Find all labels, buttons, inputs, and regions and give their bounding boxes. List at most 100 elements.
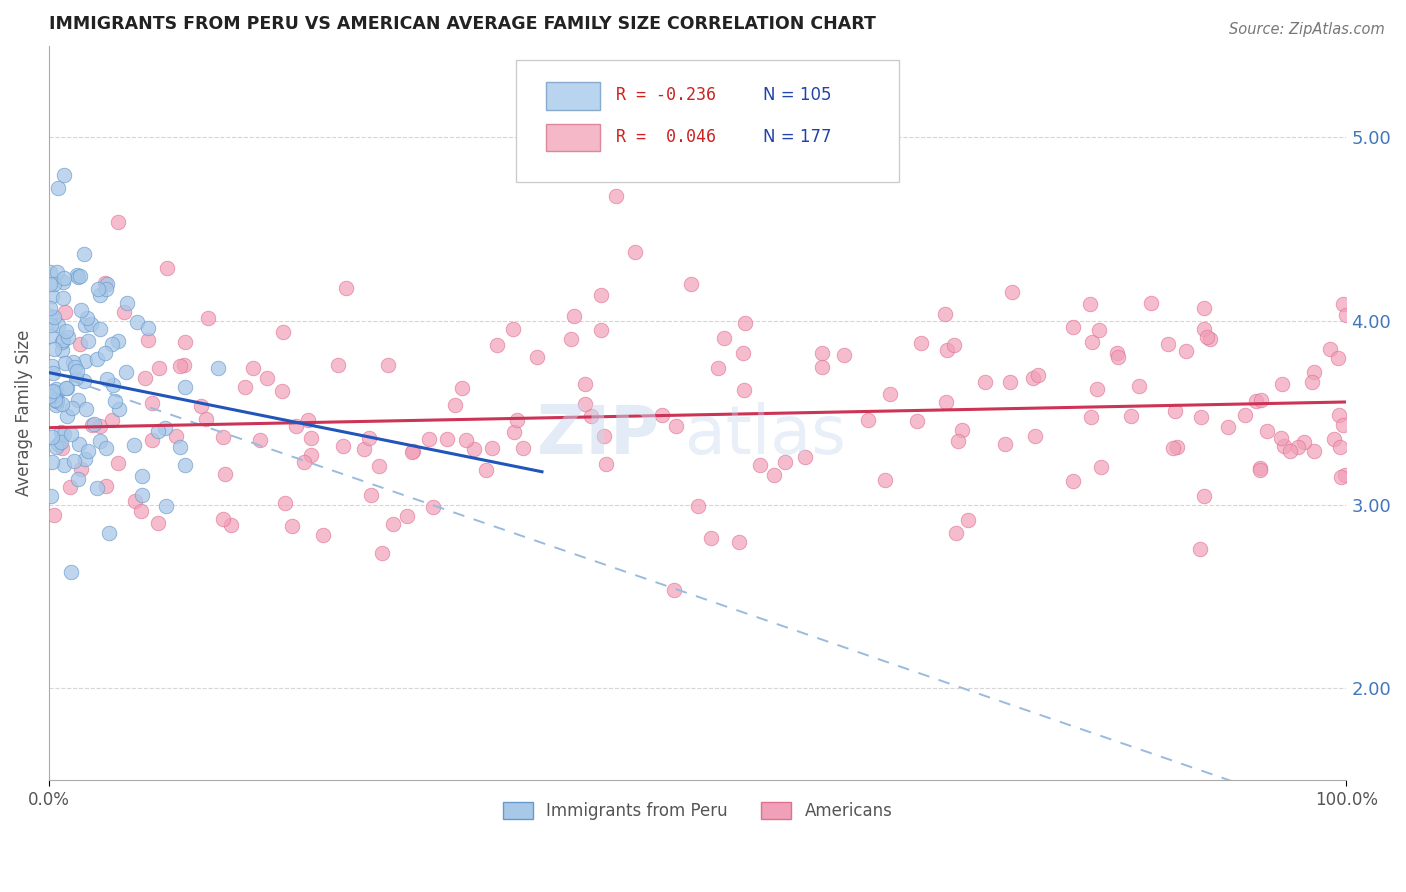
Point	[59, 565, 82, 579]
Point	[97, 526, 120, 541]
Point	[117, 296, 139, 310]
Point	[1062, 320, 1084, 334]
Point	[1022, 370, 1045, 384]
Point	[353, 442, 375, 457]
Point	[335, 280, 357, 294]
Point	[77, 443, 100, 458]
Point	[96, 277, 118, 291]
Point	[936, 343, 959, 358]
Point	[96, 441, 118, 455]
Point	[44, 392, 66, 407]
Bar	[546, 123, 600, 152]
Point	[89, 418, 111, 433]
Point	[169, 359, 191, 374]
Point	[1301, 375, 1323, 389]
Text: R = -0.236: R = -0.236	[616, 86, 716, 103]
Point	[131, 487, 153, 501]
Point	[46, 318, 69, 332]
Point	[86, 481, 108, 495]
Point	[66, 269, 89, 284]
Point	[699, 532, 721, 546]
Point	[762, 468, 785, 483]
Point	[1323, 432, 1346, 446]
Point	[38, 265, 60, 279]
Point	[564, 309, 586, 323]
Point	[401, 445, 423, 459]
Point	[45, 440, 67, 454]
Point	[1274, 439, 1296, 453]
Point	[233, 380, 256, 394]
Point	[86, 352, 108, 367]
Point	[41, 359, 63, 373]
Point	[141, 396, 163, 410]
Point	[1326, 351, 1348, 366]
Point	[39, 277, 62, 291]
Point	[73, 247, 96, 261]
Point	[1062, 474, 1084, 488]
Point	[371, 546, 394, 560]
Point	[75, 451, 97, 466]
Point	[53, 305, 76, 319]
Point	[377, 359, 399, 373]
Point	[359, 431, 381, 445]
Point	[934, 307, 956, 321]
Point	[1270, 431, 1292, 445]
Point	[811, 359, 834, 374]
Point	[1303, 365, 1326, 379]
Point	[96, 371, 118, 385]
Point	[89, 322, 111, 336]
Point	[65, 371, 87, 385]
Text: N = 177: N = 177	[762, 128, 831, 145]
Point	[1319, 342, 1341, 356]
Point	[1189, 409, 1212, 424]
Point	[526, 350, 548, 364]
Point	[418, 432, 440, 446]
Bar	[546, 82, 600, 110]
Point	[44, 388, 66, 402]
Point	[1216, 420, 1239, 434]
Text: ZIP: ZIP	[537, 402, 659, 468]
Point	[794, 450, 817, 464]
Point	[136, 321, 159, 335]
Point	[713, 330, 735, 344]
Point	[173, 334, 195, 349]
Point	[83, 417, 105, 431]
Point	[55, 381, 77, 395]
Point	[59, 480, 82, 494]
Point	[474, 463, 496, 477]
Point	[69, 336, 91, 351]
Point	[506, 413, 529, 427]
Point	[935, 395, 957, 409]
Point	[55, 381, 77, 395]
Point	[873, 473, 896, 487]
Point	[65, 364, 87, 378]
Point	[197, 311, 219, 326]
Point	[146, 424, 169, 438]
Point	[624, 244, 647, 259]
Point	[141, 433, 163, 447]
Point	[1161, 441, 1184, 455]
Point	[67, 436, 90, 450]
FancyBboxPatch shape	[516, 61, 898, 182]
Point	[1331, 297, 1354, 311]
Point	[681, 277, 703, 292]
Point	[125, 315, 148, 329]
Point	[1192, 321, 1215, 335]
Point	[910, 336, 932, 351]
Text: R =  0.046: R = 0.046	[616, 128, 716, 145]
Point	[1294, 435, 1316, 450]
Point	[731, 345, 754, 359]
Point	[292, 455, 315, 469]
Point	[1250, 392, 1272, 407]
Point	[173, 358, 195, 372]
Point	[56, 330, 79, 344]
Point	[686, 499, 709, 513]
Point	[45, 398, 67, 412]
Point	[156, 260, 179, 275]
Point	[297, 413, 319, 427]
Point	[66, 472, 89, 486]
Point	[45, 265, 67, 279]
Point	[1330, 470, 1353, 484]
Point	[148, 516, 170, 531]
Point	[326, 358, 349, 372]
